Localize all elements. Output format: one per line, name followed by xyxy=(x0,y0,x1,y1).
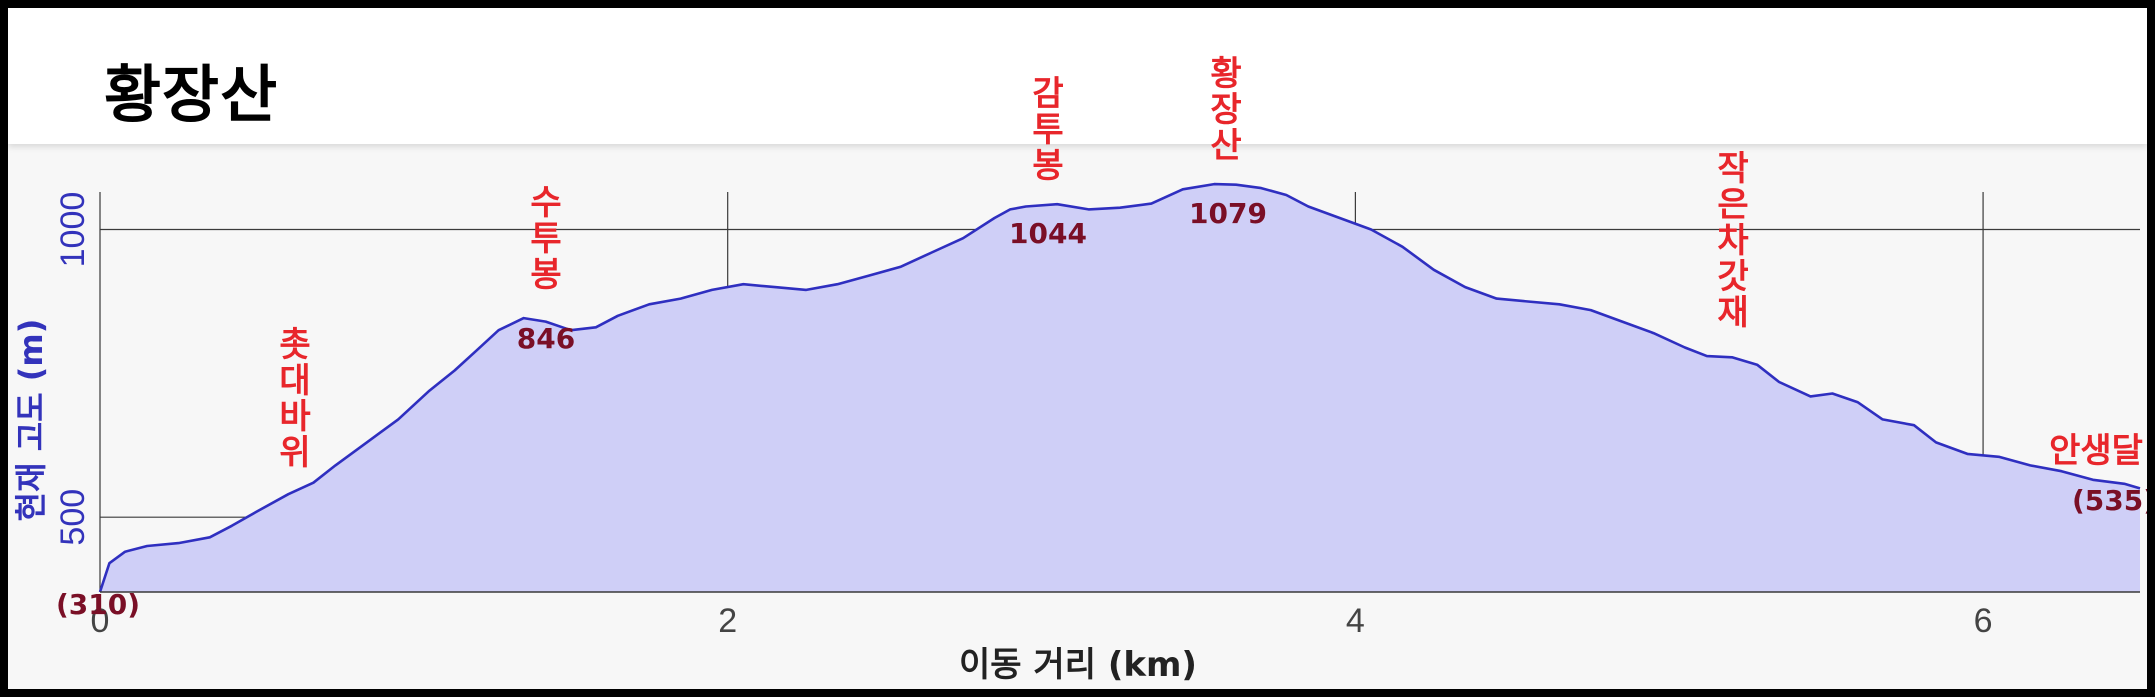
axes: 0 2 4 6 500 1000 이동 거리 (km) 현재 고도 (m) xyxy=(12,192,2140,685)
x-tick-label: 4 xyxy=(1346,602,1365,640)
x-axis-title: 이동 거리 (km) xyxy=(959,645,1197,685)
peak-elevation-label: (310) xyxy=(56,588,140,621)
peak-elevation-label: 1044 xyxy=(1009,217,1087,250)
peak-name-label: 안생달 xyxy=(2049,431,2143,471)
x-tick-label: 6 xyxy=(1974,602,1993,640)
y-tick-label: 1000 xyxy=(54,192,92,268)
title-bar: 황장산 xyxy=(8,8,2147,144)
elevation-line xyxy=(98,182,2141,593)
peak-elevation-label: 846 xyxy=(517,322,575,355)
elevation-area xyxy=(100,184,2140,592)
peak-elevation-label: (535) xyxy=(2072,484,2147,517)
y-axis-title: 현재 고도 (m) xyxy=(12,319,50,522)
y-tick-label: 500 xyxy=(54,489,92,546)
peak-elevation-label: 1079 xyxy=(1189,197,1267,230)
x-tick-label: 0 xyxy=(91,602,110,640)
elevation-profile-chart: 0 2 4 6 500 1000 이동 거리 (km) 현재 고도 (m) 촛 대 바 위 수 투 봉 84… xyxy=(12,54,2147,685)
x-tick-label: 2 xyxy=(718,602,737,640)
page-title: 황장산 xyxy=(104,58,279,131)
series-group xyxy=(98,182,2141,593)
